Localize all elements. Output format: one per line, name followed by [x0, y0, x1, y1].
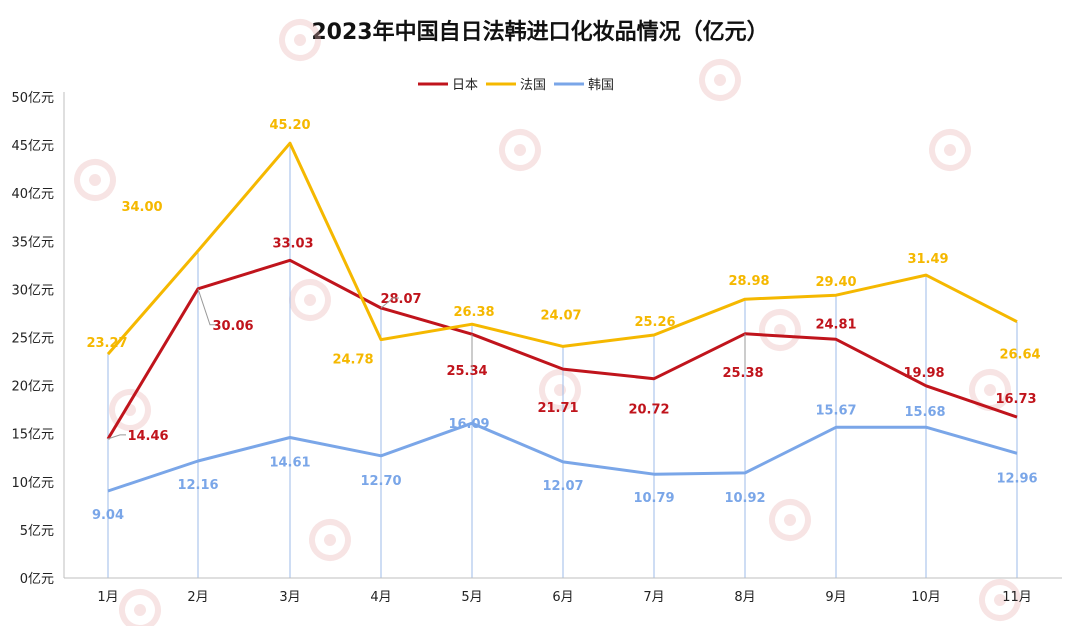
leader-line	[197, 288, 216, 326]
legend: 日本 法国 韩国	[418, 78, 614, 93]
y-tick-label: 25亿元	[11, 332, 54, 347]
data-label-1-8: 29.40	[815, 275, 856, 290]
watermark-icon	[929, 129, 971, 171]
watermark-icon	[499, 129, 541, 171]
data-label-1-2: 45.20	[269, 118, 310, 133]
axes	[63, 92, 1062, 579]
legend-label-1: 法国	[520, 78, 546, 93]
data-label-2-9: 15.68	[904, 405, 945, 420]
data-labels: 14.46 30.06 33.03 28.07 25.34 21.71 20.72 25.38…	[86, 118, 1040, 523]
data-label-1-3: 24.78	[332, 353, 373, 368]
data-label-1-4: 26.38	[453, 305, 494, 320]
data-label-2-3: 12.70	[360, 474, 401, 489]
legend-label-0: 日本	[452, 78, 478, 93]
watermark-icon	[119, 589, 161, 626]
y-tick-label: 50亿元	[11, 91, 54, 106]
x-tick-label: 1月	[97, 590, 118, 605]
y-tick-label: 40亿元	[11, 187, 54, 202]
data-label-0-6: 20.72	[628, 403, 669, 418]
data-label-2-0: 9.04	[92, 508, 124, 523]
y-axis-ticks: 0亿元 5亿元 10亿元 15亿元 20亿元 25亿元 30亿元 35亿元 40亿元 45亿元 50…	[11, 91, 54, 587]
data-label-0-1: 30.06	[212, 319, 253, 334]
y-tick-label: 0亿元	[20, 572, 54, 587]
data-label-0-2: 33.03	[272, 236, 313, 251]
y-tick-label: 5亿元	[20, 524, 54, 539]
data-label-1-7: 28.98	[728, 274, 769, 289]
watermark-icon	[969, 369, 1011, 411]
watermark-icon	[289, 279, 331, 321]
data-label-0-8: 24.81	[815, 317, 856, 332]
series-line-2	[107, 421, 1018, 493]
x-tick-label: 5月	[461, 590, 482, 605]
data-label-0-5: 21.71	[537, 401, 578, 416]
watermark-icon	[309, 519, 351, 561]
data-label-1-9: 31.49	[907, 252, 948, 267]
data-label-2-4: 16.09	[448, 417, 489, 432]
leader-line	[107, 434, 126, 440]
watermark-icon	[769, 499, 811, 541]
data-label-0-4: 25.34	[446, 364, 487, 379]
x-tick-label: 2月	[187, 590, 208, 605]
watermark-icon	[109, 389, 151, 431]
series-line-0	[106, 258, 1018, 440]
data-label-2-2: 14.61	[269, 455, 310, 470]
x-tick-label: 8月	[734, 590, 755, 605]
data-label-2-7: 10.92	[724, 491, 765, 506]
y-tick-label: 10亿元	[11, 476, 54, 491]
watermark-icon	[74, 159, 116, 201]
x-tick-label: 10月	[911, 590, 941, 605]
data-label-1-1: 34.00	[121, 200, 162, 215]
data-label-1-6: 25.26	[634, 315, 675, 330]
series-lines	[106, 141, 1018, 493]
data-label-2-8: 15.67	[815, 403, 856, 418]
x-tick-label: 3月	[279, 590, 300, 605]
y-tick-label: 15亿元	[11, 428, 54, 443]
data-label-0-9: 19.98	[903, 366, 944, 381]
data-label-1-10: 26.64	[999, 348, 1040, 363]
data-label-2-1: 12.16	[177, 478, 218, 493]
data-label-0-0: 14.46	[127, 429, 168, 444]
data-label-0-3: 28.07	[380, 292, 421, 307]
data-label-2-5: 12.07	[542, 479, 583, 494]
data-label-1-0: 23.27	[86, 336, 127, 351]
series-line-1	[106, 141, 1018, 356]
x-axis-ticks: 1月 2月 3月 4月 5月 6月 7月 8月 9月 10月 11月	[97, 590, 1031, 605]
watermark-icon	[759, 309, 801, 351]
y-tick-label: 35亿元	[11, 235, 54, 250]
y-tick-label: 30亿元	[11, 283, 54, 298]
leader-line	[380, 297, 399, 309]
chart-title: 2023年中国自日法韩进口化妆品情况（亿元）	[311, 20, 769, 45]
x-tick-label: 7月	[643, 590, 664, 605]
data-label-1-5: 24.07	[540, 308, 581, 323]
x-tick-label: 4月	[370, 590, 391, 605]
y-tick-label: 45亿元	[11, 139, 54, 154]
watermark-icon	[979, 579, 1021, 621]
x-tick-label: 6月	[552, 590, 573, 605]
data-label-2-6: 10.79	[633, 491, 674, 506]
x-tick-label: 11月	[1002, 590, 1032, 605]
y-tick-label: 20亿元	[11, 380, 54, 395]
watermark-icon	[699, 59, 741, 101]
legend-label-2: 韩国	[588, 78, 614, 93]
watermark-layer	[74, 19, 1021, 626]
watermark-icon	[279, 19, 321, 61]
data-label-0-7: 25.38	[722, 366, 763, 381]
x-tick-label: 9月	[825, 590, 846, 605]
drop-lines	[107, 143, 1018, 578]
data-label-0-10: 16.73	[995, 392, 1036, 407]
data-label-2-10: 12.96	[996, 471, 1037, 486]
